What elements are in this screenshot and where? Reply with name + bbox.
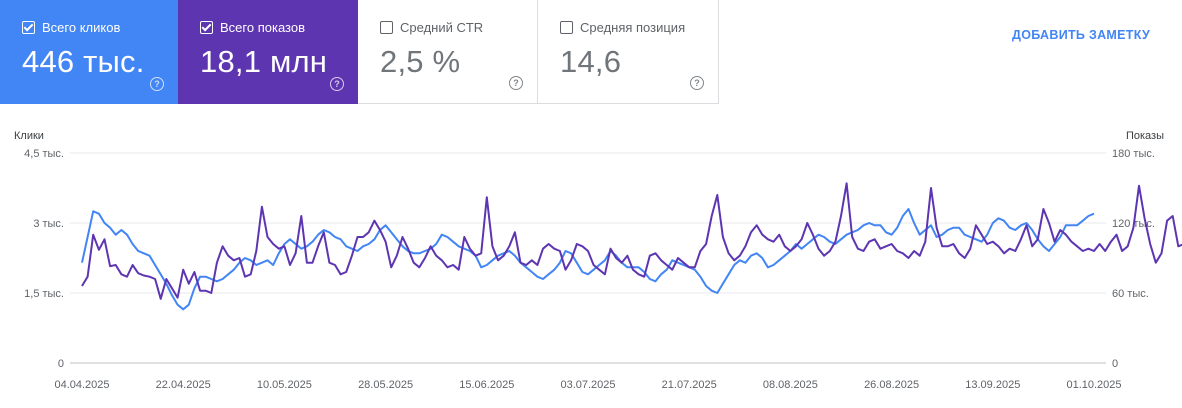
total-clicks-card[interactable]: Всего кликов 446 тыс. ?	[0, 0, 178, 104]
total-impressions-value: 18,1 млн	[200, 44, 328, 79]
x-tick-label: 08.08.2025	[763, 379, 818, 391]
y-right-axis-title: Показы	[1126, 130, 1164, 142]
x-tick-label: 21.07.2025	[662, 379, 717, 391]
total-clicks-value: 446 тыс.	[22, 44, 145, 79]
average-position-header: Средняя позиция	[560, 18, 718, 36]
y-left-tick-label: 3 тыс.	[33, 218, 64, 230]
checkbox-unchecked-icon[interactable]	[380, 20, 393, 34]
total-impressions-header: Всего показов	[200, 18, 358, 36]
x-tick-label: 13.09.2025	[965, 379, 1020, 391]
x-tick-label: 22.04.2025	[156, 379, 211, 391]
x-tick-label: 28.05.2025	[358, 379, 413, 391]
checkbox-checked-icon[interactable]	[22, 20, 35, 34]
y-left-axis-title: Клики	[14, 130, 44, 142]
x-tick-label: 04.04.2025	[54, 379, 109, 391]
chart-series	[81, 182, 1182, 311]
y-left-tick-label: 0	[58, 358, 64, 370]
average-ctr-card[interactable]: Средний CTR 2,5 % ?	[358, 0, 538, 104]
clicks-series-line	[81, 208, 1095, 311]
x-tick-label: 26.08.2025	[864, 379, 919, 391]
average-ctr-header: Средний CTR	[380, 18, 537, 36]
y-right-tick-label: 180 тыс.	[1112, 148, 1155, 160]
chart-grid	[70, 152, 1106, 364]
total-impressions-label: Всего показов	[220, 19, 305, 35]
impressions-series-line	[81, 182, 1182, 300]
average-ctr-value: 2,5 %	[380, 44, 461, 79]
average-position-label: Средняя позиция	[580, 19, 686, 35]
add-note-button[interactable]: ДОБАВИТЬ ЗАМЕТКУ	[1012, 28, 1151, 42]
y-left-tick-label: 4,5 тыс.	[24, 148, 64, 160]
help-icon[interactable]: ?	[509, 76, 523, 90]
x-tick-label: 03.07.2025	[560, 379, 615, 391]
average-position-value: 14,6	[560, 44, 622, 79]
checkbox-checked-icon[interactable]	[200, 20, 213, 34]
average-position-card[interactable]: Средняя позиция 14,6 ?	[538, 0, 719, 104]
help-icon[interactable]: ?	[150, 77, 164, 91]
checkbox-unchecked-icon[interactable]	[560, 20, 573, 34]
help-icon[interactable]: ?	[330, 77, 344, 91]
total-impressions-card[interactable]: Всего показов 18,1 млн ?	[178, 0, 358, 104]
metric-cards: Всего кликов 446 тыс. ? Всего показов 18…	[0, 0, 719, 104]
total-clicks-header: Всего кликов	[22, 18, 178, 36]
performance-chart: Клики Показы 0 01,5 тыс. 60 тыс.3 тыс. 120 …	[14, 130, 1182, 391]
x-tick-label: 15.06.2025	[459, 379, 514, 391]
help-icon[interactable]: ?	[690, 76, 704, 90]
x-tick-label: 01.10.2025	[1066, 379, 1121, 391]
x-tick-label: 10.05.2025	[257, 379, 312, 391]
y-right-tick-label: 0	[1112, 358, 1118, 370]
y-left-tick-label: 1,5 тыс.	[24, 288, 64, 300]
total-clicks-label: Всего кликов	[42, 19, 121, 35]
average-ctr-label: Средний CTR	[400, 19, 484, 35]
y-right-tick-label: 60 тыс.	[1112, 288, 1149, 300]
